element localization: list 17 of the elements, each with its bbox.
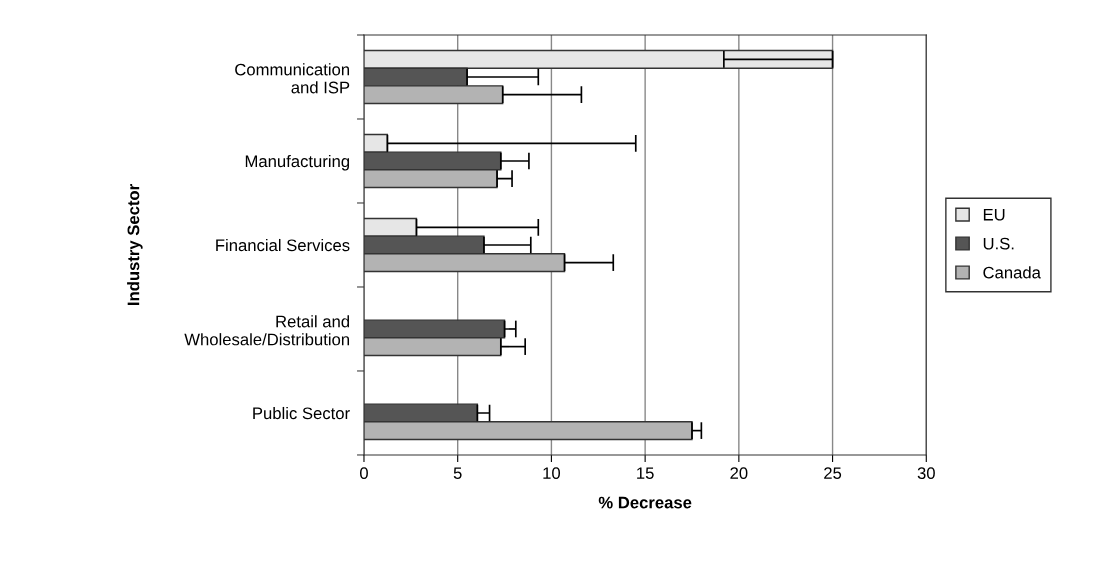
y-tick-label: Manufacturing [245, 154, 350, 171]
x-tick-label: 15 [637, 467, 654, 480]
x-tick-label: 30 [917, 467, 935, 480]
legend-label: U.S. [983, 237, 1014, 250]
x-tick-label: 25 [824, 467, 842, 480]
x-tick-label: 5 [453, 467, 462, 480]
y-axis-title: Industry Sector [127, 184, 143, 305]
legend-label: EU [983, 208, 1005, 221]
x-tick-label: 20 [730, 467, 748, 480]
y-tick-label: Retail and Wholesale/Distribution [184, 315, 350, 346]
x-tick-label: 10 [543, 467, 561, 480]
y-tick-label: Financial Services [216, 238, 350, 252]
x-tick-label: 0 [359, 467, 368, 480]
y-tick-label: Public Sector [253, 406, 350, 420]
x-axis-title: % Decrease [598, 496, 692, 509]
legend-label: Canada [983, 266, 1041, 279]
y-tick-label: Communication and ISP [235, 63, 350, 94]
